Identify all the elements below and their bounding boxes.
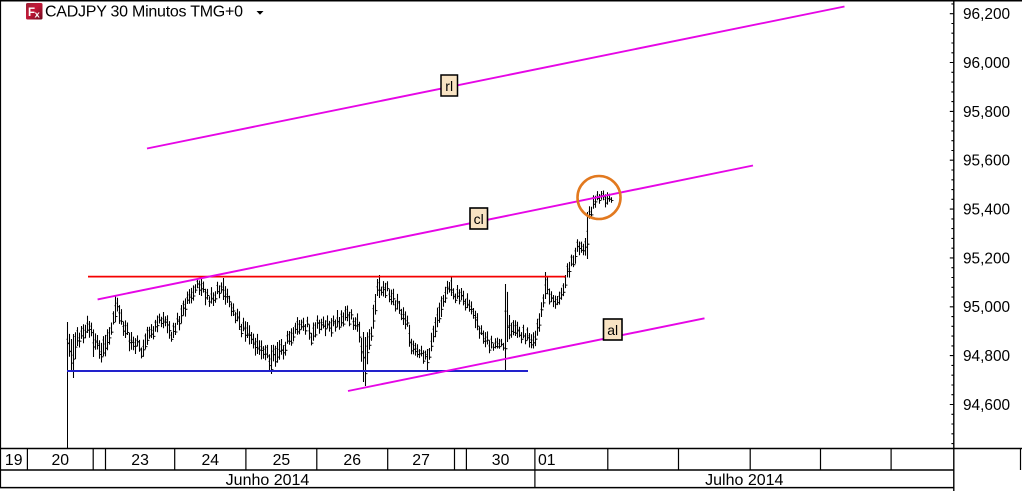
svg-text:26: 26 <box>343 452 361 469</box>
svg-text:94,600: 94,600 <box>963 397 1010 414</box>
svg-text:94,800: 94,800 <box>963 348 1010 365</box>
svg-text:F: F <box>28 7 35 19</box>
svg-text:95,800: 95,800 <box>963 104 1010 121</box>
svg-text:01: 01 <box>538 452 556 469</box>
svg-text:19: 19 <box>5 452 23 469</box>
svg-text:cl: cl <box>474 211 484 227</box>
svg-text:rl: rl <box>445 78 453 94</box>
svg-text:Julho 2014: Julho 2014 <box>705 472 783 489</box>
svg-text:95,000: 95,000 <box>963 299 1010 316</box>
svg-text:95,400: 95,400 <box>963 202 1010 219</box>
svg-text:96,200: 96,200 <box>963 6 1010 23</box>
svg-text:30: 30 <box>492 452 510 469</box>
svg-text:CADJPY 30 Minutos TMG+0: CADJPY 30 Minutos TMG+0 <box>45 4 243 21</box>
svg-text:20: 20 <box>52 452 70 469</box>
svg-text:95,600: 95,600 <box>963 153 1010 170</box>
svg-text:23: 23 <box>131 452 149 469</box>
svg-text:95,200: 95,200 <box>963 250 1010 267</box>
svg-text:Junho 2014: Junho 2014 <box>226 472 310 489</box>
svg-text:x: x <box>35 10 41 21</box>
svg-text:24: 24 <box>202 452 220 469</box>
svg-text:27: 27 <box>412 452 430 469</box>
svg-text:al: al <box>607 322 618 338</box>
svg-text:25: 25 <box>273 452 291 469</box>
svg-text:96,000: 96,000 <box>963 55 1010 72</box>
